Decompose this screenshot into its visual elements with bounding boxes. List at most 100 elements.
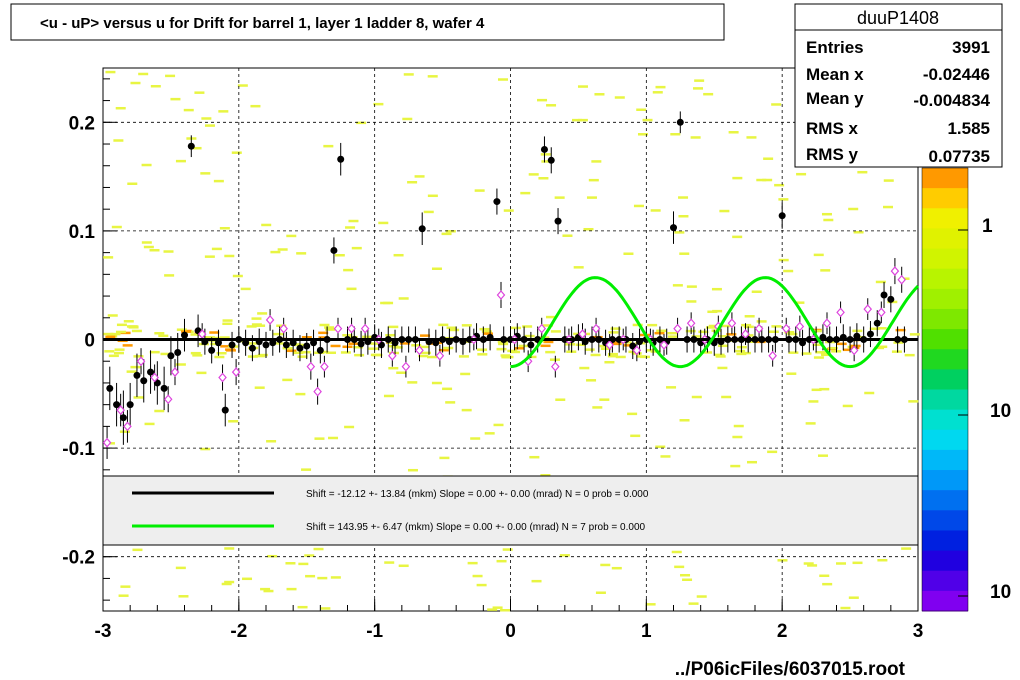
histogram-cell [674,231,685,234]
histogram-cell [850,344,861,348]
histogram-cell [111,225,122,229]
histogram-cell [396,371,407,374]
fit-lines [103,276,920,369]
histogram-cell [344,425,355,429]
histogram-cell [592,406,603,409]
data-point-open [218,372,227,383]
palette-swatch [922,530,968,552]
histogram-cell [114,348,125,351]
stats-label-mean-y: Mean y [806,89,864,108]
histogram-cell [500,608,511,612]
histogram-cell [385,333,396,337]
histogram-cell [402,117,413,121]
palette-swatch [922,369,968,390]
histogram-cell [744,315,755,318]
histogram-cell [874,346,885,350]
histogram-cell [383,301,394,305]
palette-swatch [922,409,968,431]
data-point-open [102,437,112,448]
stats-label-rms-x: RMS x [806,119,859,138]
histogram-cell [586,196,597,199]
stats-value-rms-y: 0.07735 [929,147,990,166]
histogram-cell [175,566,186,570]
histogram-cell [400,342,411,345]
histogram-cell [300,350,311,354]
histogram-cell [817,454,828,457]
histogram-cell [132,548,143,552]
data-point-open [727,318,737,329]
histogram-cell [691,395,702,399]
histogram-cell [541,160,552,163]
data-point-open [795,321,805,332]
data-point [853,332,861,340]
histogram-cell [388,366,399,370]
data-point-open [388,350,397,361]
histogram-cell [123,320,134,323]
histogram-cell [354,353,365,357]
histogram-cell [703,92,714,96]
histogram-cell [577,85,588,88]
histogram-cell [116,323,127,327]
histogram-cell [286,349,297,353]
histogram-cell [200,172,211,175]
histogram-cell [554,196,565,199]
histogram-cell [767,450,778,454]
palette-swatch [922,168,968,189]
histogram-cell [786,372,797,375]
palette-swatch [922,188,968,209]
histogram-cell [875,280,886,284]
histogram-cell [263,589,274,593]
histogram-cell [607,352,618,356]
data-point [391,339,399,347]
histogram-cell [588,178,599,182]
histogram-cell [686,300,697,303]
histogram-cell [472,574,483,578]
histogram-cell [721,395,732,399]
histogram-cell [438,348,449,352]
data-point-open [320,361,329,372]
histogram-cell [200,447,211,451]
histogram-cell [520,191,531,195]
histogram-cell [883,205,894,209]
histogram-cell [756,320,767,323]
histogram-cell [509,350,520,354]
data-point [296,344,304,352]
data-point-open [313,386,322,397]
histogram-cell [225,348,236,351]
histogram-cell [297,605,308,609]
data-point-open [333,323,343,334]
histogram-cell [836,342,847,346]
histogram-cell [216,352,227,355]
histogram-cell [384,561,395,564]
histogram-cell [706,326,717,329]
histogram-cell [190,351,201,355]
data-point-open [279,323,288,334]
histogram-cell [407,180,418,184]
data-point-open [163,394,173,405]
histogram-cell [178,595,189,598]
histogram-cell [194,91,205,94]
histogram-cell [672,284,683,287]
histogram-cell [133,355,144,358]
data-point [303,342,311,350]
histogram-cell [266,440,277,443]
histogram-cell [650,209,661,212]
histogram-cell [345,226,356,229]
histogram-cell [655,85,666,89]
histogram-cell [876,327,887,330]
histogram-cell [746,460,757,464]
data-point [119,414,127,422]
histogram-cell [546,104,557,107]
histogram-cell [610,327,621,330]
histogram-cell [513,347,524,350]
histogram-cell [209,331,220,334]
histogram-cell [257,353,268,357]
histogram-cell [251,317,262,320]
histogram-cell [717,366,728,370]
histogram-cell [190,333,201,336]
histogram-cell [219,336,230,339]
histogram-cell [313,547,324,551]
histogram-cell [458,355,469,358]
histogram-cell [240,287,251,291]
histogram-cell [671,550,682,554]
